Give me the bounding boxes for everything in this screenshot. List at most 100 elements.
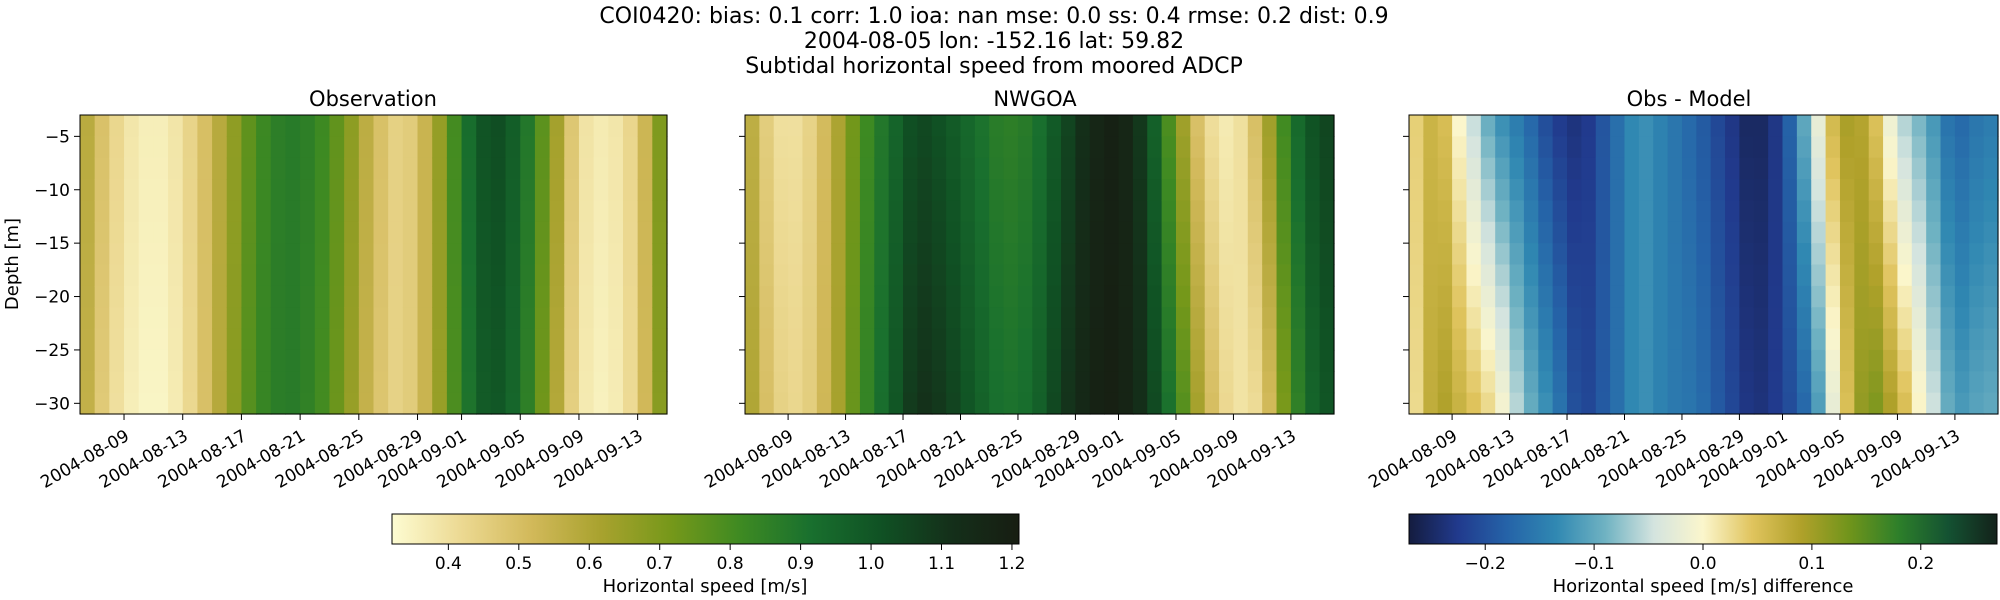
heatmap-cell: [1075, 115, 1091, 137]
heatmap-cell: [1147, 200, 1163, 223]
heatmap-cell: [520, 349, 536, 372]
heatmap-cell: [1581, 285, 1597, 308]
heatmap-cell: [1768, 243, 1784, 266]
heatmap-cell: [329, 221, 345, 244]
heatmap-cell: [94, 264, 110, 287]
heatmap-cell: [859, 179, 875, 202]
heatmap-cell: [1739, 328, 1755, 351]
heatmap-cell: [831, 200, 847, 223]
y-tick-label: −20: [34, 288, 70, 308]
heatmap-cell: [314, 264, 331, 287]
heatmap-cell: [124, 349, 140, 372]
heatmap-cell: [197, 328, 213, 351]
heatmap-cell: [745, 285, 760, 308]
heatmap-cell: [1495, 328, 1511, 351]
heatmap-cell: [1883, 136, 1899, 159]
heatmap-cell: [1624, 371, 1640, 394]
x-axis-obs-minus-model: 2004-08-092004-08-132004-08-172004-08-21…: [1365, 414, 1964, 493]
heatmap-cell: [1466, 157, 1482, 180]
heatmap-cell: [432, 179, 448, 202]
figure-title-line3: Subtidal horizontal speed from moored AD…: [745, 54, 1243, 79]
heatmap-cell: [1868, 136, 1884, 159]
heatmap-cell: [874, 285, 890, 308]
heatmap-cell: [373, 307, 389, 330]
heatmap-cell: [1233, 115, 1249, 137]
heatmap-cell: [1247, 285, 1263, 308]
heatmap-cell: [960, 328, 976, 351]
heatmap-cell: [1161, 307, 1177, 330]
heatmap-cell: [1032, 307, 1048, 330]
y-tick-label: −15: [34, 234, 70, 254]
heatmap-cell: [1233, 307, 1249, 330]
heatmap-cell: [845, 349, 861, 372]
heatmap-cell: [946, 243, 962, 266]
heatmap-cell: [1854, 349, 1870, 372]
heatmap-cell: [549, 349, 565, 372]
heatmap-cell: [802, 221, 818, 244]
heatmap-cell: [1911, 136, 1927, 159]
heatmap-cell: [182, 157, 198, 180]
heatmap-cell: [888, 136, 904, 159]
heatmap-cell: [212, 371, 228, 394]
heatmap-cell: [138, 115, 154, 137]
heatmap-cell: [1319, 200, 1335, 223]
heatmap-cell: [476, 157, 492, 180]
heatmap-cell: [1480, 115, 1496, 137]
heatmap-cell: [490, 264, 507, 287]
heatmap-cell: [300, 307, 316, 330]
heatmap-cell: [652, 136, 668, 159]
heatmap-cell: [1710, 243, 1726, 266]
heatmap-cell: [182, 307, 198, 330]
heatmap-cell: [1437, 115, 1453, 137]
heatmap-cell: [212, 392, 228, 415]
heatmap-cell: [1768, 136, 1784, 159]
heatmap-cell: [1219, 349, 1235, 372]
heatmap-cell: [974, 243, 990, 266]
heatmap-cell: [816, 157, 832, 180]
heatmap-cell: [329, 307, 345, 330]
heatmap-cell: [1032, 328, 1048, 351]
heatmap-cell: [578, 285, 595, 308]
heatmap-cell: [1796, 136, 1812, 159]
heatmap-cell: [358, 328, 375, 351]
heatmap-cell: [197, 136, 213, 159]
heatmap-cell: [1175, 179, 1191, 202]
heatmap-cell: [80, 200, 96, 223]
heatmap-cell: [1061, 307, 1077, 330]
heatmap-cell: [1581, 136, 1597, 159]
heatmap-cell: [1089, 371, 1105, 394]
heatmap-cell: [1523, 328, 1539, 351]
heatmap-cell: [1868, 328, 1884, 351]
heatmap-cell: [1638, 157, 1654, 180]
heatmap-cell: [300, 264, 316, 287]
heatmap-cell: [138, 328, 154, 351]
heatmap-cell: [1132, 349, 1148, 372]
heatmap-cell: [1017, 264, 1033, 287]
heatmap-cell: [534, 115, 551, 137]
heatmap-cell: [388, 115, 404, 137]
heatmap-cell: [402, 179, 419, 202]
heatmap-cell: [138, 179, 154, 202]
heatmap-cell: [745, 200, 760, 223]
heatmap-cell: [578, 243, 595, 266]
heatmap-cell: [888, 200, 904, 223]
heatmap-cell: [1452, 307, 1468, 330]
heatmap-cell: [1190, 328, 1206, 351]
heatmap-cell: [652, 392, 668, 415]
heatmap-cell: [637, 179, 653, 202]
heatmap-cell: [153, 307, 169, 330]
heatmap-cell: [1509, 307, 1525, 330]
heatmap-cell: [124, 328, 140, 351]
heatmap-cell: [831, 285, 847, 308]
heatmap-cell: [946, 392, 962, 415]
heatmap-cell: [1262, 264, 1278, 287]
heatmap-cell: [874, 221, 890, 244]
heatmap-cell: [534, 136, 551, 159]
heatmap-cell: [1219, 371, 1235, 394]
heatmap-cell: [1567, 243, 1582, 266]
heatmap-cell: [1725, 264, 1741, 287]
heatmap-cell: [1681, 179, 1697, 202]
heatmap-cell: [652, 285, 668, 308]
heatmap-cell: [138, 136, 154, 159]
heatmap-cell: [285, 371, 301, 394]
